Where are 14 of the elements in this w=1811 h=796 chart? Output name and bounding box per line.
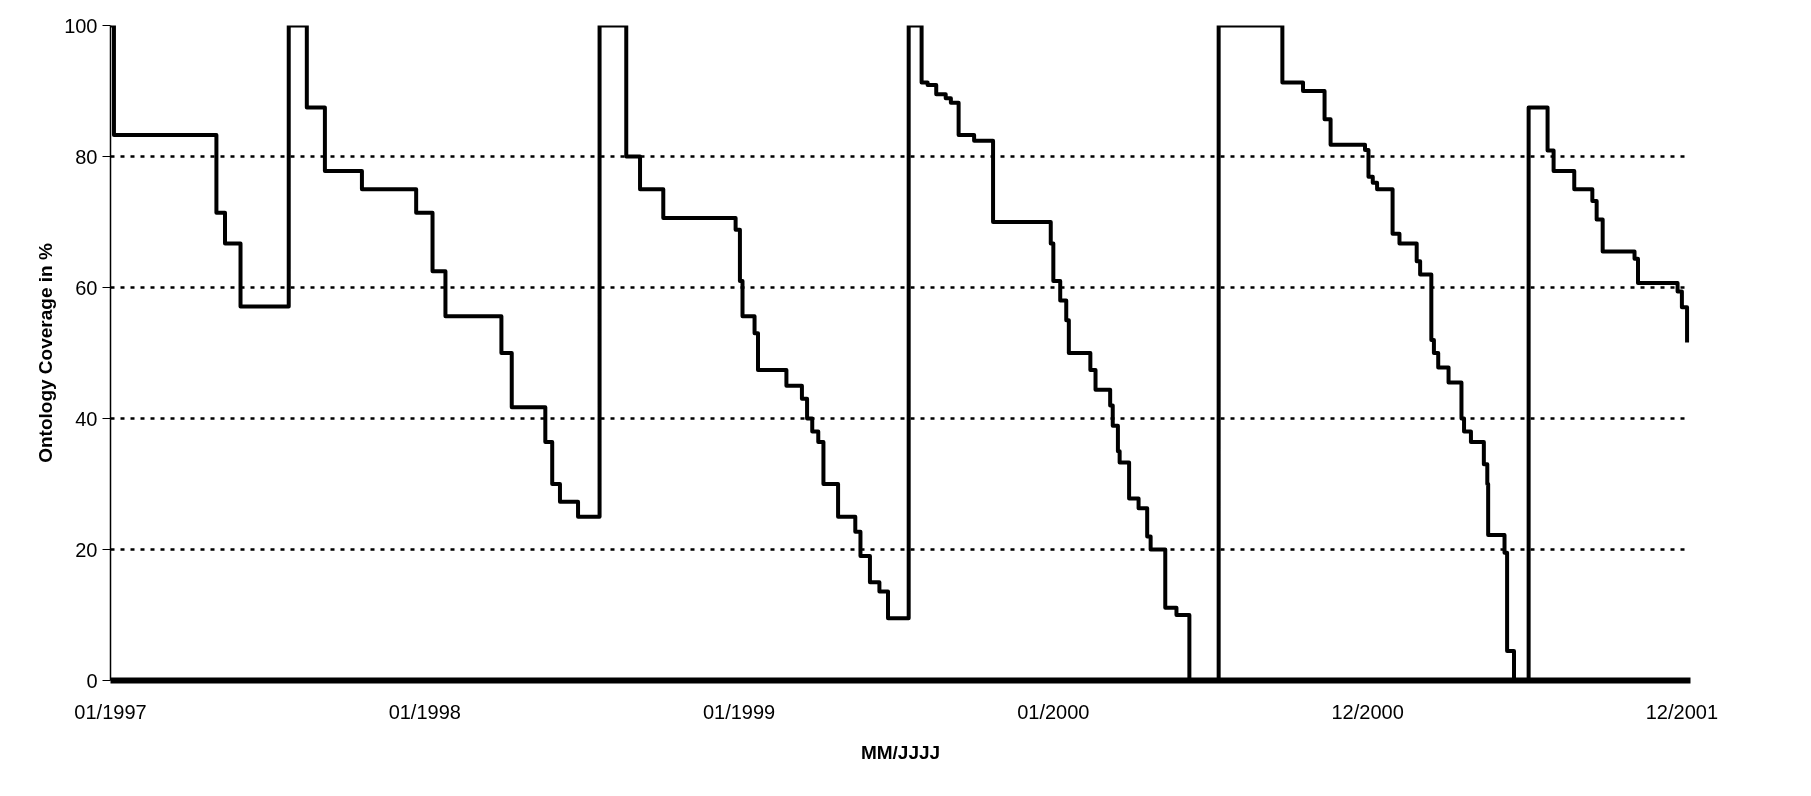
y-tick-label: 0 [86,669,98,692]
y-tick-label: 20 [75,538,98,561]
x-tick-label: 12/2001 [1645,700,1719,723]
x-tick-label: 12/2000 [1331,700,1404,723]
x-tick-label: 01/1998 [388,700,461,723]
x-axis-title: MM/JJJJ [860,741,941,763]
x-tick-label: 01/1997 [74,700,147,723]
y-tick-label: 40 [75,407,98,430]
x-tick-label: 01/1999 [702,700,776,723]
y-tick-label: 100 [64,14,98,37]
x-tick-label: 01/2000 [1017,700,1090,723]
y-axis-title: Ontology Coverage in % [35,243,57,463]
y-tick-label: 60 [75,276,98,299]
y-tick-label: 80 [75,145,98,168]
